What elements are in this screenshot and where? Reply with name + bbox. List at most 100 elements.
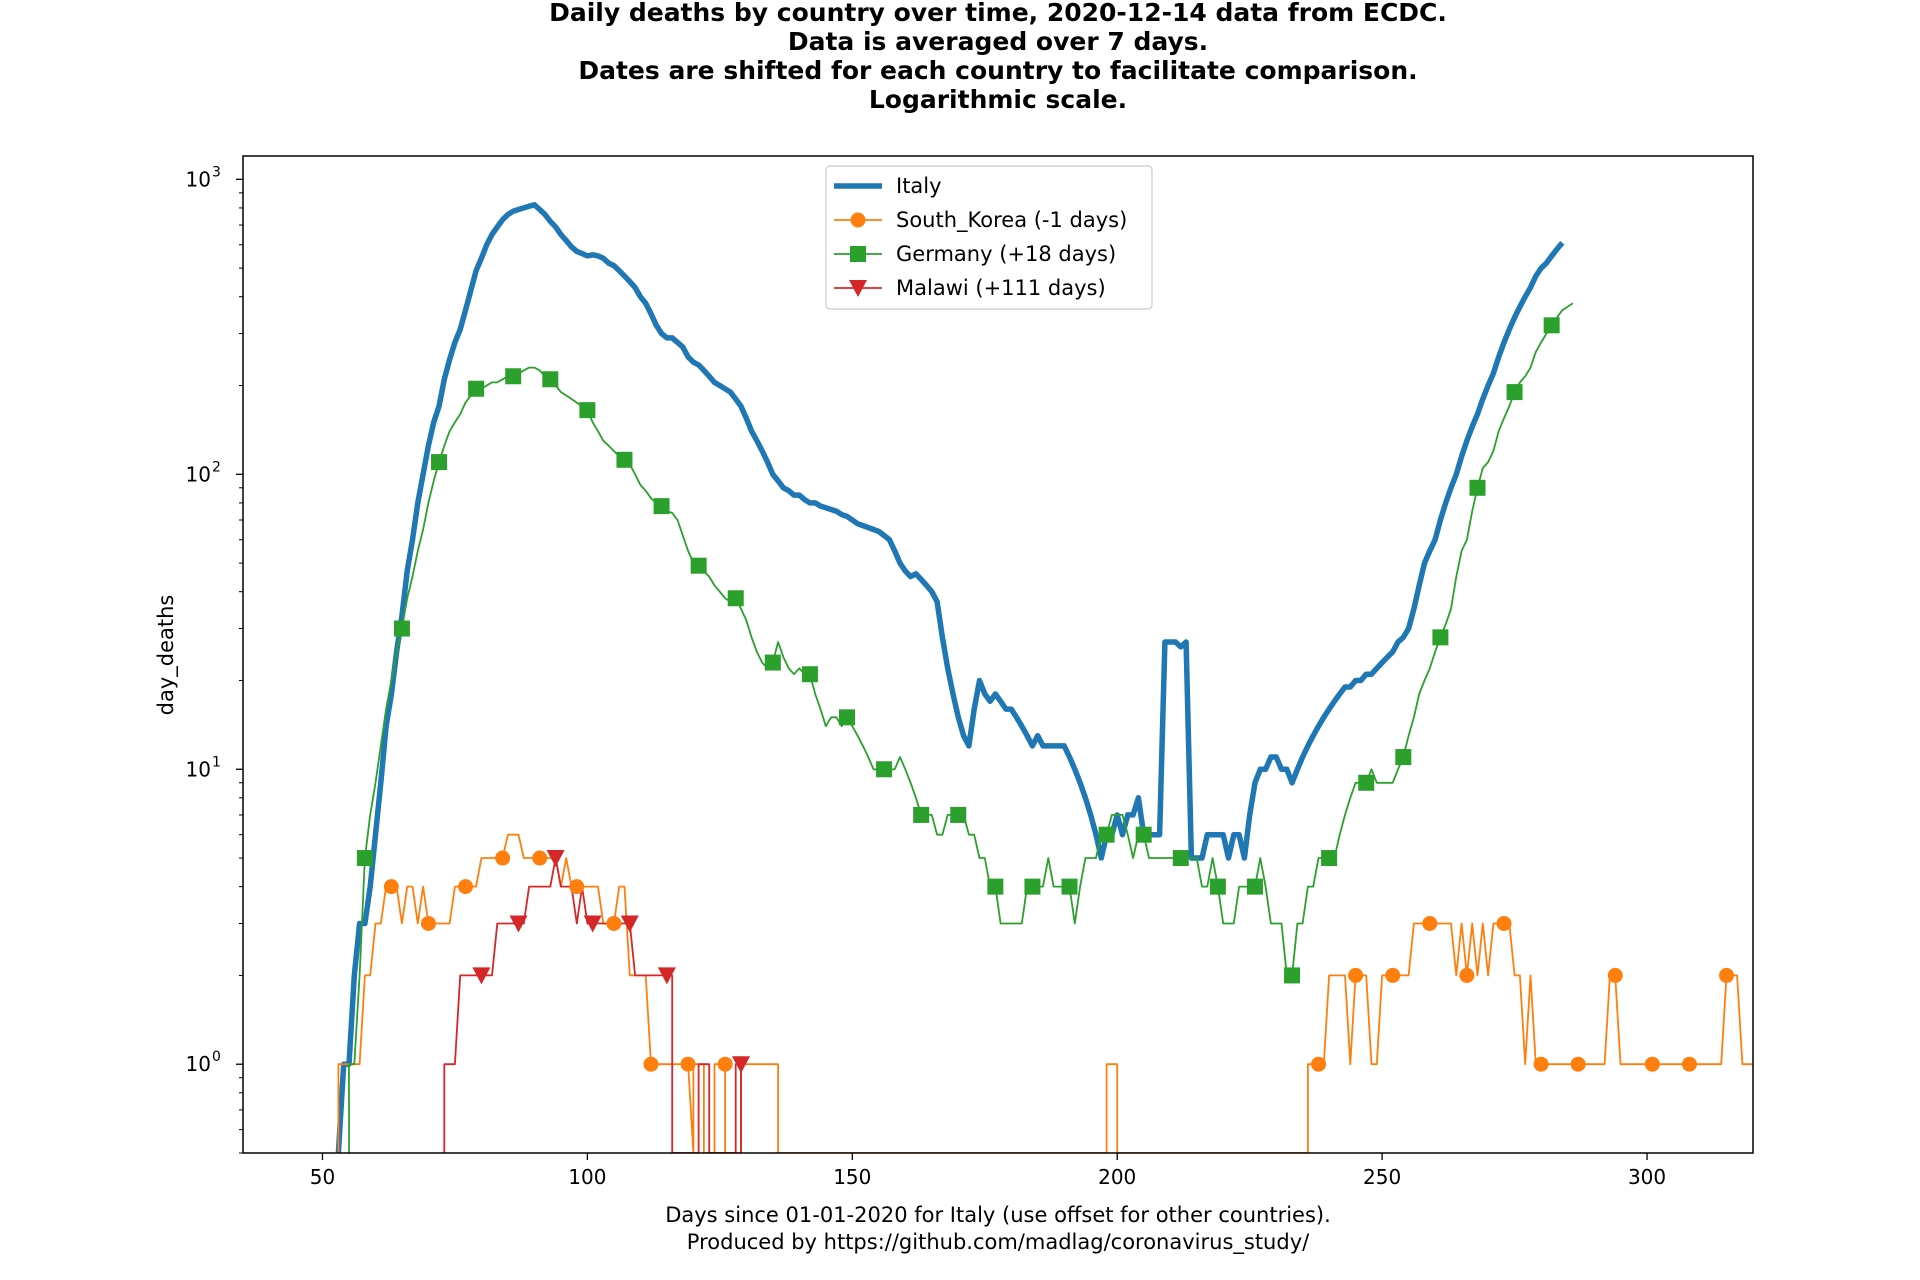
legend-marker-2 (850, 246, 866, 262)
series-2-marker (1395, 749, 1412, 766)
series-3-marker (657, 967, 676, 985)
x-axis-label-line-2: Produced by https://github.com/madlag/co… (687, 1230, 1310, 1255)
series-1-marker (1719, 967, 1735, 983)
series-3-marker (732, 1056, 751, 1074)
plot-frame (242, 155, 1754, 1154)
legend-marker-1 (850, 212, 866, 228)
series-2-marker (653, 498, 670, 515)
series-3-marker (472, 967, 491, 985)
title-line-4: Logarithmic scale. (869, 85, 1127, 114)
series-2-marker (764, 654, 781, 671)
title-line-1: Daily deaths by country over time, 2020-… (549, 0, 1447, 27)
series-1-marker (1681, 1056, 1697, 1072)
series-1-marker (680, 1056, 696, 1072)
series-1-marker (1607, 967, 1623, 983)
series-3-marker (620, 915, 639, 933)
series-2-marker (987, 878, 1004, 895)
y-tick-label: 10 (186, 167, 211, 191)
series-2-marker (505, 368, 522, 385)
x-tick-label: 300 (1628, 1165, 1666, 1189)
y-tick-label: 10 (186, 1052, 211, 1076)
legend: Italy South_Korea (-1 days) Germany (+18 d… (825, 165, 1153, 310)
series-1-marker (1385, 967, 1401, 983)
series-2-marker (839, 709, 855, 726)
series-2-marker (1543, 317, 1560, 334)
series-2-marker (1172, 850, 1189, 867)
series-1-marker (495, 850, 511, 866)
series-2-marker (1135, 826, 1152, 843)
x-axis-label: Days since 01-01-2020 for Italy (use off… (665, 1203, 1331, 1255)
series-2-marker (1098, 826, 1115, 843)
y-tick-label-exponent: 0 (212, 1049, 221, 1065)
marker-layer (356, 317, 1735, 1074)
x-axis-label-line-1: Days since 01-01-2020 for Italy (use off… (665, 1203, 1331, 1227)
series-2-marker (542, 371, 559, 388)
y-tick-label-exponent: 2 (212, 459, 221, 475)
series-1-marker (420, 915, 436, 931)
series-2-marker (876, 761, 893, 778)
series-2-marker (579, 402, 596, 419)
series-2-marker (1246, 878, 1263, 895)
y-tick-label-exponent: 1 (212, 754, 221, 770)
series-layer (335, 202, 1753, 1153)
title-line-2: Data is averaged over 7 days. (788, 27, 1208, 56)
y-tick-label-exponent: 3 (212, 164, 221, 180)
series-3-marker (583, 915, 602, 933)
y-axis-label: day_deaths (154, 595, 179, 716)
series-1-marker (717, 1056, 733, 1072)
series-2-marker (950, 806, 967, 823)
title-line-3: Dates are shifted for each country to fa… (578, 56, 1417, 85)
series-1-marker (1459, 967, 1475, 983)
series-2-marker (1024, 878, 1041, 895)
x-tick-label: 100 (568, 1165, 606, 1189)
series-2-marker (727, 590, 744, 607)
series-2-marker (393, 620, 410, 637)
series-1-marker (383, 879, 399, 895)
series-1-marker (458, 879, 474, 895)
series-2-marker (1506, 384, 1523, 401)
series-1-marker (532, 850, 548, 866)
y-tick-label: 10 (186, 462, 211, 486)
series-1-marker (606, 915, 622, 931)
series-line-0 (335, 202, 1565, 1153)
series-1-marker (643, 1056, 659, 1072)
series-2-marker (1209, 878, 1226, 895)
series-2-marker (1061, 878, 1078, 895)
x-axis: 50 100 150 200 250 300 (310, 1153, 1666, 1189)
series-1-marker (569, 879, 585, 895)
legend-label-3: Malawi (+111 days) (896, 276, 1106, 300)
x-tick-label: 50 (310, 1165, 335, 1189)
series-2-marker (801, 666, 818, 683)
series-1-marker (1533, 1056, 1549, 1072)
series-2-marker (356, 850, 373, 867)
series-2-marker (616, 451, 633, 468)
x-tick-label: 150 (833, 1165, 871, 1189)
legend-box (825, 165, 1153, 310)
series-2-marker (913, 806, 930, 823)
series-1-marker (1311, 1056, 1327, 1072)
series-2-marker (690, 557, 707, 574)
series-2-marker (1321, 850, 1338, 867)
series-2-marker (1469, 479, 1486, 496)
chart-title: Daily deaths by country over time, 2020-… (549, 0, 1447, 114)
series-3-marker (509, 915, 528, 933)
series-1-marker (1422, 915, 1438, 931)
x-tick-label: 200 (1098, 1165, 1136, 1189)
series-2-marker (1284, 967, 1301, 984)
series-2-marker (431, 454, 448, 471)
series-1-marker (1348, 967, 1364, 983)
legend-label-0: Italy (896, 174, 942, 198)
x-tick-label: 250 (1363, 1165, 1401, 1189)
legend-label-1: South_Korea (-1 days) (896, 208, 1127, 233)
series-1-marker (1496, 915, 1512, 931)
legend-label-2: Germany (+18 days) (896, 242, 1116, 266)
series-1-marker (1644, 1056, 1660, 1072)
series-3-marker (546, 850, 565, 868)
y-tick-label: 10 (186, 757, 211, 781)
series-line-3 (443, 857, 742, 1153)
legend-marker-3 (849, 280, 867, 297)
series-2-marker (468, 380, 485, 397)
series-2-marker (1432, 629, 1449, 646)
